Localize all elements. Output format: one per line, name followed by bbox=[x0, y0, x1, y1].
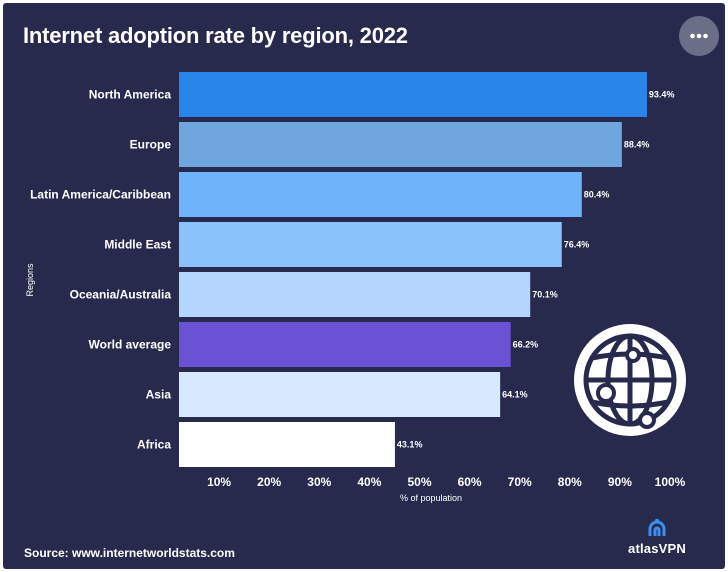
value-label: 64.1% bbox=[502, 390, 528, 400]
x-tick-label: 70% bbox=[508, 475, 532, 489]
value-label: 88.4% bbox=[624, 140, 650, 150]
x-axis-title: % of population bbox=[400, 493, 462, 503]
x-tick-label: 90% bbox=[608, 475, 632, 489]
value-label: 76.4% bbox=[564, 240, 590, 250]
bar bbox=[179, 422, 395, 467]
value-label: 93.4% bbox=[649, 90, 675, 100]
chart-card: Internet adoption rate by region, 2022 N… bbox=[3, 3, 725, 569]
more-options-button[interactable] bbox=[679, 16, 719, 56]
x-tick-label: 40% bbox=[357, 475, 381, 489]
bar bbox=[179, 122, 622, 167]
globe-network-icon bbox=[574, 324, 686, 436]
atlasvpn-logo-icon bbox=[648, 518, 666, 536]
value-label: 70.1% bbox=[532, 290, 558, 300]
bar-chart: North America 93.4% Europe 88.4% Latin Ameri… bbox=[25, 72, 686, 503]
chart-title: Internet adoption rate by region, 2022 bbox=[23, 23, 408, 48]
x-tick-label: 10% bbox=[207, 475, 231, 489]
bar bbox=[179, 272, 531, 317]
bar bbox=[179, 222, 562, 267]
category-label: Latin America/Caribbean bbox=[30, 188, 171, 202]
x-tick-label: 30% bbox=[307, 475, 331, 489]
y-axis-title: Regions bbox=[25, 263, 35, 297]
bar bbox=[179, 372, 501, 417]
x-tick-label: 80% bbox=[558, 475, 582, 489]
x-tick-label: 100% bbox=[655, 475, 686, 489]
x-tick-label: 20% bbox=[257, 475, 281, 489]
source-note: Source: www.internetworldstats.com bbox=[24, 546, 235, 560]
category-label: Africa bbox=[137, 438, 171, 452]
more-options-icon bbox=[690, 33, 708, 39]
category-label: World average bbox=[89, 338, 172, 352]
value-label: 66.2% bbox=[513, 340, 539, 350]
bar bbox=[179, 322, 511, 367]
x-tick-label: 50% bbox=[407, 475, 431, 489]
category-label: Oceania/Australia bbox=[70, 288, 172, 302]
category-label: Asia bbox=[146, 388, 172, 402]
category-label: North America bbox=[89, 88, 172, 102]
brand: atlasVPN bbox=[623, 517, 691, 556]
value-label: 80.4% bbox=[584, 190, 610, 200]
category-label: Europe bbox=[130, 138, 172, 152]
brand-name: atlasVPN bbox=[628, 541, 686, 556]
x-tick-label: 60% bbox=[458, 475, 482, 489]
category-label: Middle East bbox=[104, 238, 171, 252]
value-label: 43.1% bbox=[397, 440, 423, 450]
bar bbox=[179, 172, 582, 217]
bar bbox=[179, 72, 647, 117]
